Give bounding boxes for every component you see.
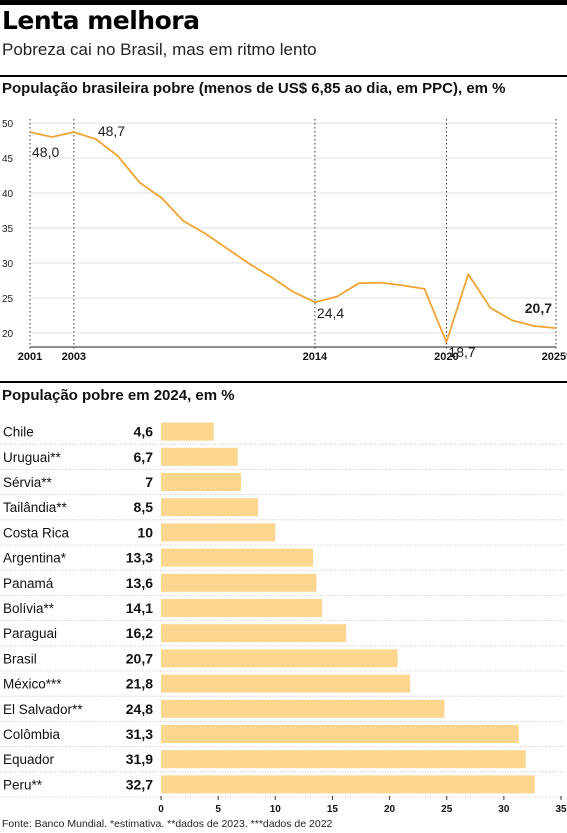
country-label: Argentina* (3, 551, 67, 566)
value-label: 14,1 (126, 600, 153, 616)
page-title: Lenta melhora (2, 6, 200, 35)
country-label: Peru** (3, 777, 43, 792)
country-label: Panamá (3, 576, 54, 591)
bar (161, 725, 519, 743)
value-label: 10 (137, 524, 153, 540)
x-tick-label: 2003 (62, 351, 86, 363)
data-label: 24,4 (317, 305, 344, 321)
value-label: 13,6 (126, 575, 153, 591)
y-tick-label: 45 (2, 154, 14, 165)
section-divider-bar-chart (0, 381, 567, 383)
bar (161, 649, 398, 668)
y-tick-label: 25 (2, 294, 14, 305)
value-label: 31,3 (126, 726, 153, 742)
bar (161, 498, 259, 517)
x-tick-label: 30 (498, 804, 510, 815)
bar (161, 674, 411, 693)
value-label: 7 (145, 474, 153, 490)
country-label: El Salvador** (3, 702, 83, 717)
data-label: 48,0 (32, 144, 59, 160)
country-label: Brasil (3, 651, 37, 666)
bar (161, 447, 238, 466)
country-label: Chile (3, 425, 34, 440)
top-rule (0, 0, 567, 5)
x-tick-label: 15 (327, 804, 339, 815)
value-label: 8,5 (134, 499, 154, 515)
x-tick-label: 10 (270, 804, 282, 815)
x-tick-label: 0 (158, 804, 164, 815)
bar (161, 548, 313, 567)
country-label: Colômbia (3, 727, 61, 742)
y-tick-label: 40 (2, 189, 14, 200)
country-label: Equador (3, 752, 55, 767)
bar (161, 473, 241, 491)
x-tick-label: 2020 (434, 351, 458, 363)
data-label: 48,7 (98, 123, 125, 139)
y-tick-label: 20 (2, 329, 14, 340)
y-tick-label: 50 (2, 119, 14, 130)
value-label: 21,8 (126, 676, 153, 692)
bar (161, 599, 323, 617)
value-label: 16,2 (126, 625, 153, 641)
x-tick-label: 2014 (303, 351, 328, 363)
bar (161, 699, 445, 718)
bar (161, 573, 317, 592)
country-label: Costa Rica (3, 525, 70, 540)
country-label: Tailândia** (3, 500, 68, 515)
value-label: 31,9 (126, 751, 153, 767)
bar (161, 750, 526, 769)
data-label: 20,7 (525, 300, 552, 316)
data-label: 18,7 (448, 344, 475, 360)
country-label: México*** (3, 677, 62, 692)
bar-chart-title: População pobre em 2024, em % (2, 387, 235, 404)
line-chart-title: População brasileira pobre (menos de US$… (2, 80, 506, 97)
value-label: 4,6 (134, 424, 154, 440)
poverty-bar-chart: Chile 4,6 Uruguai** 6,7 Sérvia** 7 Tailândia**… (0, 422, 567, 815)
value-label: 20,7 (126, 650, 153, 666)
bar (161, 624, 347, 643)
bar (161, 422, 214, 441)
value-label: 24,8 (126, 701, 153, 717)
poverty-line-chart: 20 25 30 35 40 45 50 2001 2003 2014 2020 2025* 48,0 4… (2, 119, 567, 363)
x-tick-label: 25 (441, 804, 453, 815)
x-tick-label: 5 (215, 804, 221, 815)
value-label: 13,3 (126, 550, 153, 566)
page-subtitle: Pobreza cai no Brasil, mas em ritmo lent… (2, 40, 317, 59)
country-label: Paraguai (3, 626, 57, 641)
y-tick-label: 30 (2, 259, 14, 270)
y-tick-label: 35 (2, 224, 14, 235)
x-tick-label: 35 (555, 804, 567, 815)
poverty-series-line (29, 131, 557, 344)
x-tick-label: 20 (384, 804, 396, 815)
x-tick-label: 2025* (542, 351, 567, 363)
value-label: 6,7 (134, 449, 154, 465)
bar (161, 523, 276, 542)
bar (161, 775, 535, 794)
x-tick-label: 2001 (18, 351, 42, 363)
section-divider-line-chart (0, 75, 567, 77)
country-label: Bolívia** (3, 601, 55, 616)
country-label: Sérvia** (3, 475, 53, 490)
source-footnote: Fonte: Banco Mundial. *estimativa. **dad… (2, 818, 333, 830)
country-label: Uruguai** (3, 450, 62, 465)
value-label: 32,7 (126, 776, 153, 792)
